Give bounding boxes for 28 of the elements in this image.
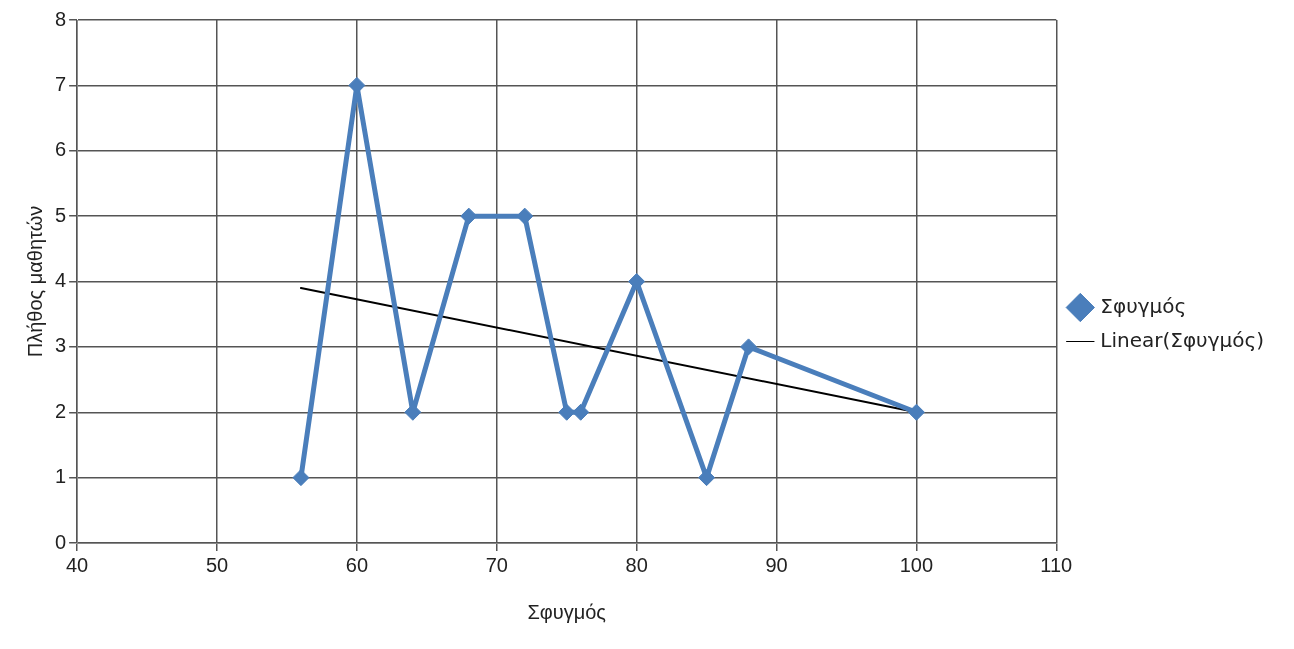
point <box>740 338 758 356</box>
y-tick-label: 3 <box>55 334 67 357</box>
x-tick-label: 110 <box>1040 553 1073 576</box>
point <box>292 469 310 487</box>
y-tick-label: 0 <box>55 530 67 553</box>
point <box>628 273 646 290</box>
x-tick-label: 100 <box>899 553 934 576</box>
x-tick-label: 40 <box>66 553 89 576</box>
point <box>907 403 925 421</box>
x-tick-label: 60 <box>345 553 369 576</box>
legend-label: Σφυγμός <box>1100 293 1187 318</box>
y-tick-label: 7 <box>55 72 67 95</box>
y-tick-label: 2 <box>55 399 67 422</box>
x-tick-label: 90 <box>765 553 788 576</box>
y-tick-label: 8 <box>55 7 67 30</box>
point <box>516 207 534 225</box>
y-tick-label: 6 <box>55 138 67 161</box>
x-tick-label: 50 <box>205 553 229 576</box>
x-axis-title: Σφυγμός <box>527 600 607 623</box>
y-tick-label: 4 <box>55 269 67 292</box>
point <box>572 403 590 421</box>
x-tick-label: 80 <box>625 553 648 576</box>
legend-label: Linear(Σφυγμός) <box>1100 327 1264 352</box>
point <box>698 469 716 487</box>
x-tick-label: 70 <box>485 553 508 576</box>
y-axis-title: Πλήθος μαθητών <box>23 205 46 358</box>
y-tick-label: 5 <box>55 203 67 226</box>
y-tick-label: 1 <box>55 465 67 488</box>
